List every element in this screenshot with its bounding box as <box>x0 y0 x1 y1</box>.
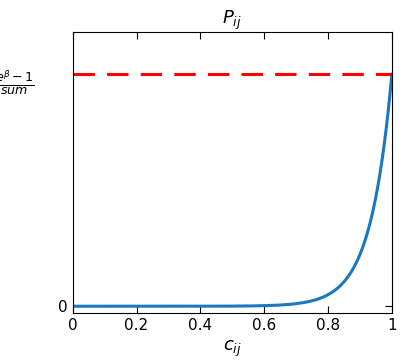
X-axis label: $c_{ij}$: $c_{ij}$ <box>223 339 242 359</box>
Title: $P_{ij}$: $P_{ij}$ <box>222 9 242 32</box>
Text: $\frac{e^{\beta}-1}{sum}$: $\frac{e^{\beta}-1}{sum}$ <box>0 69 35 97</box>
